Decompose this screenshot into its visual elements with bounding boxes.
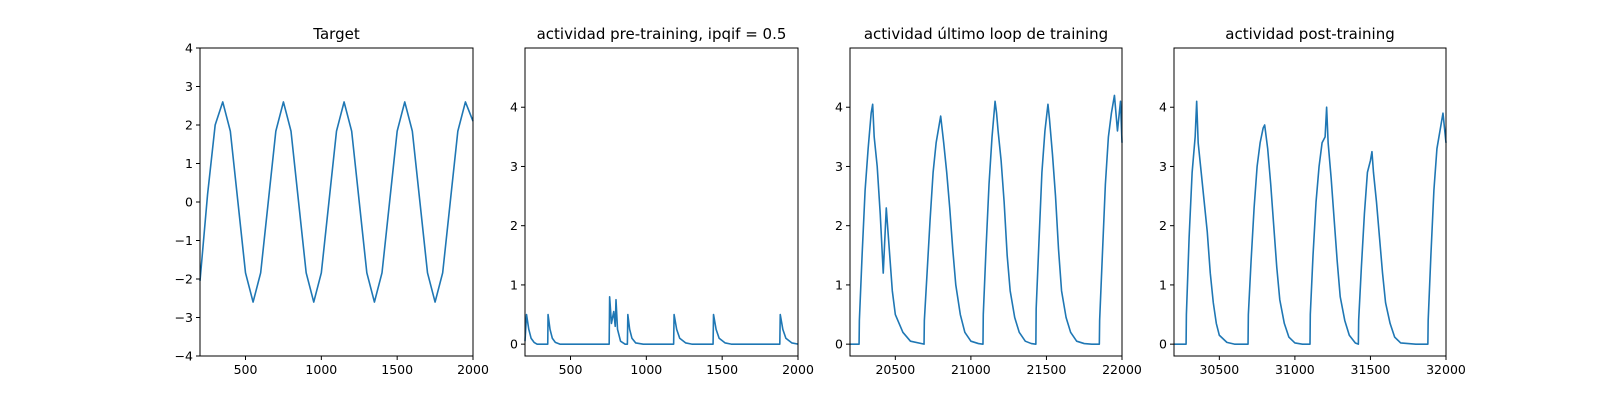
y-tick-label: 0 bbox=[835, 337, 843, 352]
x-tick-label: 32000 bbox=[1426, 362, 1466, 377]
y-tick-label: 1 bbox=[185, 156, 193, 171]
x-tick-label: 22000 bbox=[1102, 362, 1142, 377]
y-tick-label: 1 bbox=[1159, 277, 1167, 292]
y-tick-label: 2 bbox=[1159, 218, 1167, 233]
y-tick-label: 4 bbox=[835, 100, 843, 115]
y-tick-label: 0 bbox=[185, 195, 193, 210]
x-tick-label: 1000 bbox=[305, 362, 337, 377]
x-tick-label: 21000 bbox=[951, 362, 991, 377]
plot-frame bbox=[1173, 47, 1447, 357]
plot-frame bbox=[849, 47, 1123, 357]
y-tick-label: 4 bbox=[1159, 100, 1167, 115]
series-line-4-1 bbox=[1174, 100, 1447, 345]
y-tick-label: 3 bbox=[1159, 159, 1167, 174]
x-tick-label: 1500 bbox=[381, 362, 413, 377]
y-tick-label: 0 bbox=[1159, 337, 1167, 352]
x-tick-label: 20500 bbox=[875, 362, 915, 377]
y-tick-label: 2 bbox=[835, 218, 843, 233]
x-tick-label: 2000 bbox=[782, 362, 814, 377]
y-tick-label: −3 bbox=[175, 310, 193, 325]
y-tick-label: 3 bbox=[185, 79, 193, 94]
y-tick-label: 4 bbox=[185, 41, 193, 56]
panel-3: 20500 21000 21500 22000 0 1 2 3 4 actividad últim… bbox=[835, 25, 1142, 377]
series-line-2-1 bbox=[524, 295, 799, 345]
y-tick-label: 4 bbox=[510, 100, 518, 115]
panel-1: 500 1000 1500 2000 −4 −3 −2 −1 0 1 2 3 4 Target bbox=[175, 25, 489, 377]
y-tick-label: 2 bbox=[510, 218, 518, 233]
panel-2: 500 1000 1500 2000 0 1 2 3 4 actividad pre-traini… bbox=[510, 25, 814, 377]
x-tick-label: 31000 bbox=[1275, 362, 1315, 377]
chart-title: actividad último loop de training bbox=[864, 25, 1108, 43]
y-tick-label: 2 bbox=[185, 118, 193, 133]
plot-frame bbox=[199, 47, 474, 357]
chart-title: actividad post-training bbox=[1225, 25, 1394, 43]
x-tick-label: 1000 bbox=[630, 362, 662, 377]
y-tick-label: 1 bbox=[835, 277, 843, 292]
panel-4: 30500 31000 31500 32000 0 1 2 3 4 actividad post-… bbox=[1159, 25, 1466, 377]
y-tick-label: 0 bbox=[510, 337, 518, 352]
y-tick-label: −4 bbox=[175, 349, 193, 364]
chart-title: Target bbox=[312, 25, 360, 43]
series-line-3-1 bbox=[850, 94, 1123, 345]
y-tick-label: −1 bbox=[175, 233, 193, 248]
x-tick-label: 30500 bbox=[1199, 362, 1239, 377]
x-tick-label: 21500 bbox=[1027, 362, 1067, 377]
x-tick-label: 500 bbox=[234, 362, 258, 377]
x-tick-label: 500 bbox=[559, 362, 583, 377]
plot-frame bbox=[524, 47, 799, 357]
y-tick-label: 3 bbox=[510, 159, 518, 174]
x-tick-label: 1500 bbox=[706, 362, 738, 377]
y-tick-label: 3 bbox=[835, 159, 843, 174]
y-tick-label: −2 bbox=[175, 272, 193, 287]
series-line-1-1 bbox=[199, 101, 474, 303]
x-tick-label: 2000 bbox=[457, 362, 489, 377]
y-tick-label: 1 bbox=[510, 277, 518, 292]
chart-title: actividad pre-training, ipqif = 0.5 bbox=[537, 25, 787, 43]
x-tick-label: 31500 bbox=[1351, 362, 1391, 377]
